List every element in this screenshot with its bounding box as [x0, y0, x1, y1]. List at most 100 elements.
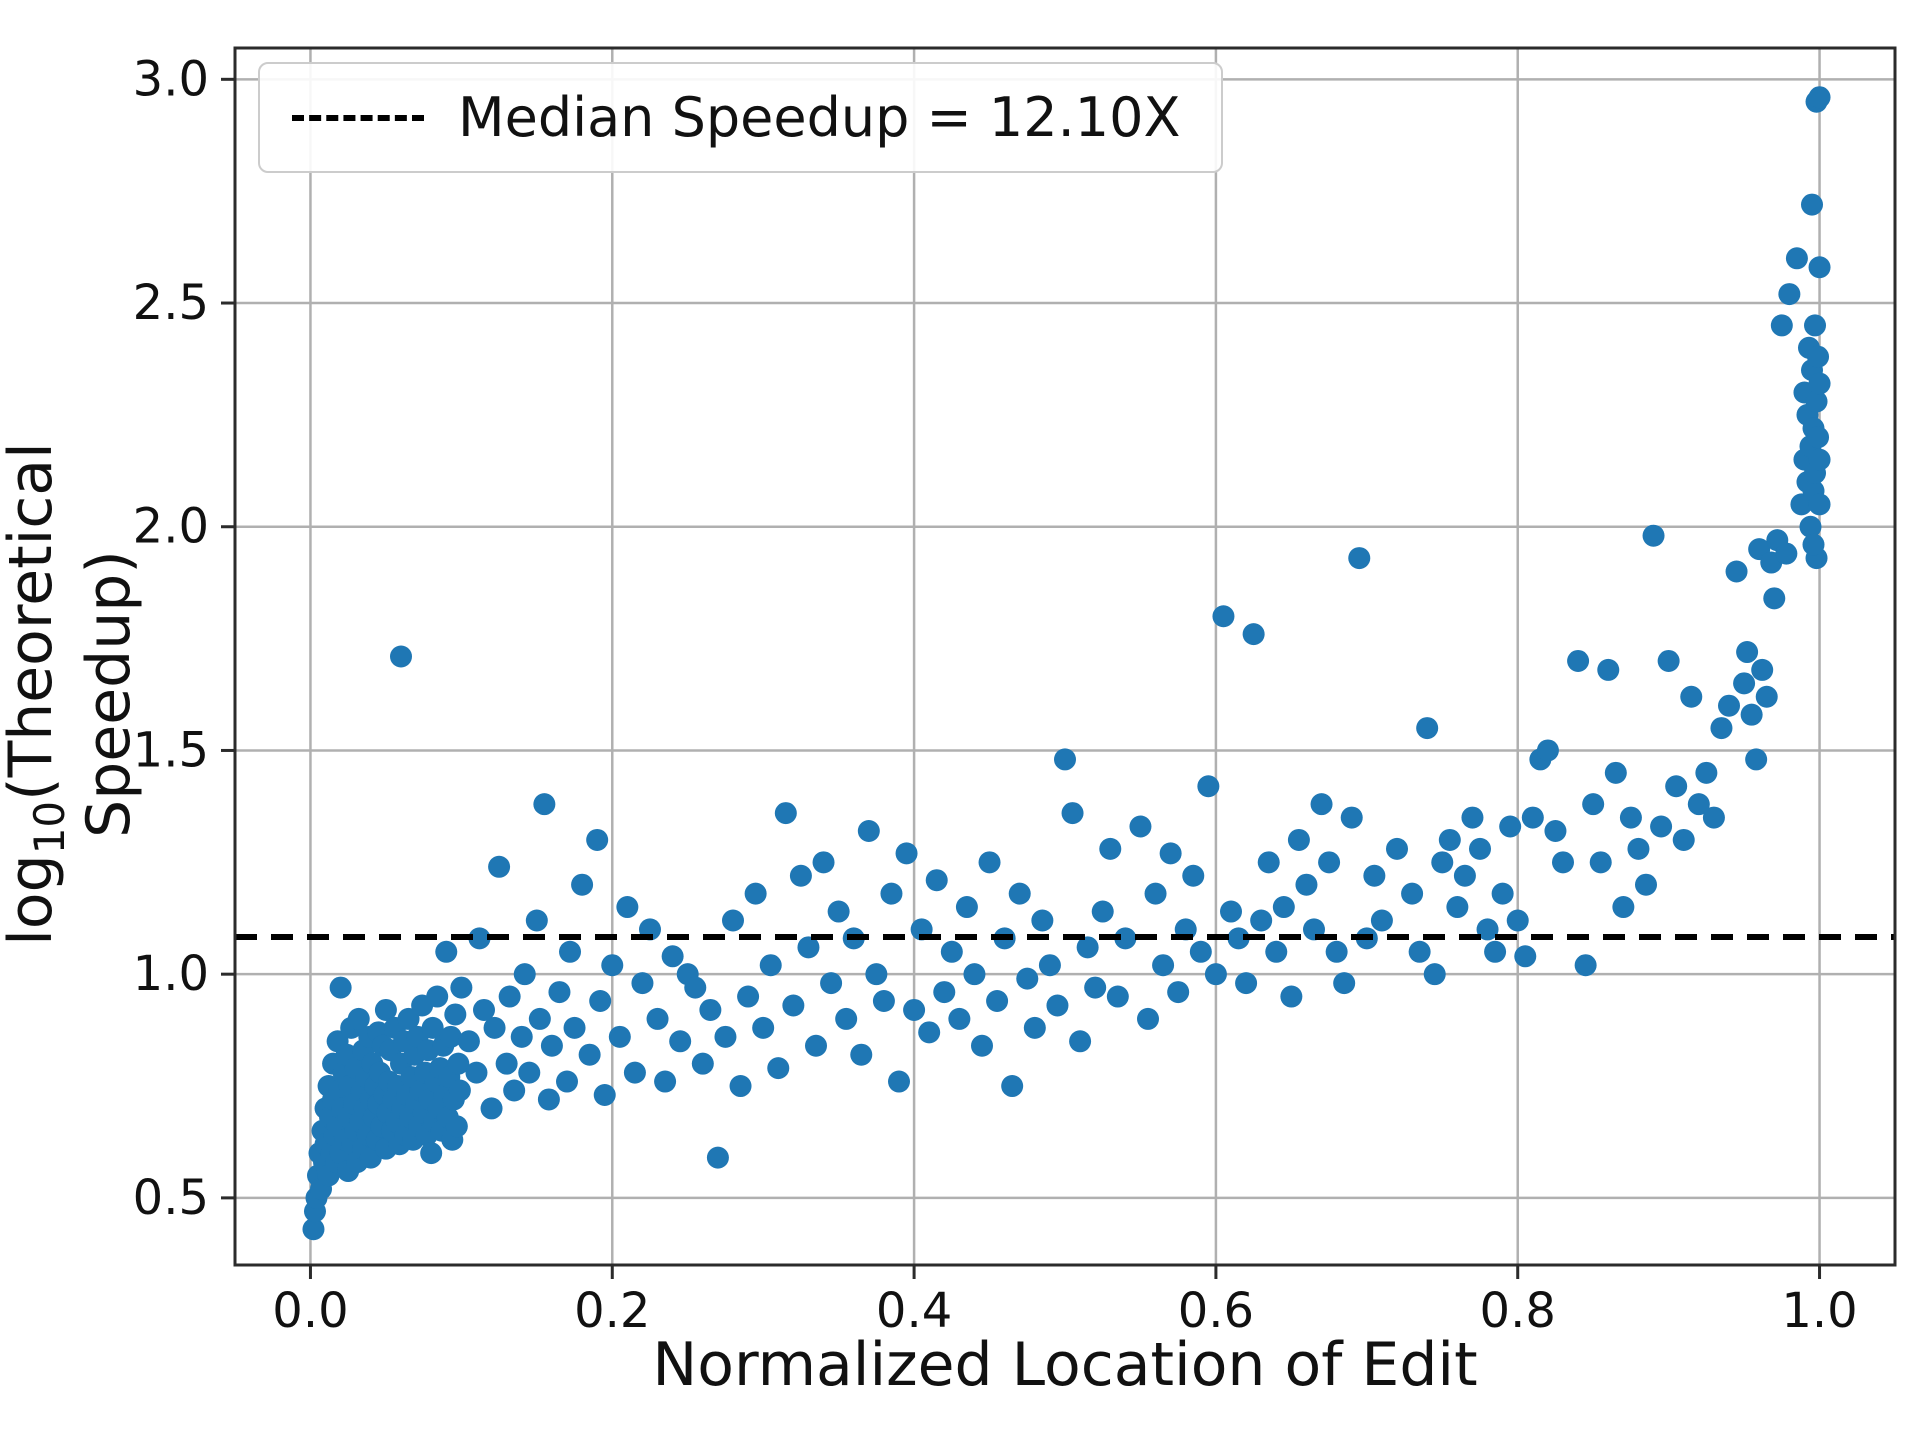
data-point	[1114, 927, 1137, 950]
data-point	[812, 851, 835, 874]
data-point	[759, 954, 782, 977]
data-point	[563, 1016, 586, 1039]
data-point	[1204, 963, 1227, 986]
data-point	[729, 1075, 752, 1098]
data-point	[444, 1003, 467, 1026]
data-point	[1665, 775, 1688, 798]
data-point	[752, 1016, 775, 1039]
data-point	[1499, 815, 1522, 838]
data-point	[722, 909, 744, 932]
data-point	[483, 1016, 506, 1039]
data-point	[1446, 896, 1469, 919]
data-point	[513, 963, 536, 986]
data-point	[699, 998, 722, 1021]
data-point	[1506, 909, 1529, 932]
data-point	[1423, 963, 1446, 986]
legend-box: Median Speedup = 12.10X	[258, 62, 1223, 173]
data-point	[533, 793, 556, 816]
data-point	[684, 976, 707, 999]
data-point	[1469, 837, 1491, 860]
data-point	[835, 1007, 858, 1030]
data-point	[1257, 851, 1280, 874]
data-point	[888, 1070, 910, 1093]
data-point	[1805, 390, 1828, 413]
data-point	[706, 1146, 729, 1169]
data-point	[548, 981, 571, 1004]
data-point	[1702, 806, 1725, 829]
data-point	[1745, 748, 1768, 771]
data-point	[1775, 542, 1798, 565]
data-point	[556, 1070, 578, 1093]
y-tick-label: 0.5	[133, 1170, 209, 1226]
data-point	[1235, 972, 1258, 995]
data-point	[503, 1079, 526, 1102]
data-point	[737, 985, 760, 1008]
data-point	[1069, 1030, 1092, 1053]
data-point	[1808, 372, 1831, 395]
data-point	[1597, 658, 1620, 681]
data-point	[528, 1007, 551, 1030]
data-point	[1137, 1007, 1159, 1030]
data-point	[1802, 533, 1825, 556]
data-point	[1001, 1075, 1024, 1098]
data-point	[347, 1007, 370, 1030]
data-point	[1091, 900, 1114, 923]
data-point	[1733, 672, 1756, 695]
data-point	[1718, 694, 1740, 717]
data-point	[631, 972, 654, 995]
data-point	[329, 976, 352, 999]
data-point	[559, 940, 582, 963]
data-point	[1227, 927, 1250, 950]
data-point	[1808, 493, 1831, 516]
data-point	[1808, 448, 1831, 471]
data-point	[1650, 815, 1673, 838]
data-point	[1657, 649, 1680, 672]
data-point	[1778, 283, 1801, 306]
data-point	[1340, 806, 1363, 829]
data-point	[616, 896, 639, 919]
y-tick-label: 2.5	[133, 275, 209, 331]
data-point	[448, 1079, 471, 1102]
y-axis-label-suffix: (Theoretical Speedup)	[0, 442, 144, 838]
data-point	[646, 1007, 669, 1030]
data-point	[865, 963, 888, 986]
data-point	[1287, 828, 1310, 851]
y-tick-label: 1.0	[133, 946, 209, 1002]
data-point	[537, 1088, 560, 1111]
data-point	[420, 1142, 443, 1165]
data-point	[1740, 703, 1763, 726]
data-point	[933, 981, 956, 1004]
data-point	[1491, 882, 1514, 905]
x-tick-label: 0.0	[272, 1283, 348, 1339]
data-point	[488, 855, 511, 878]
data-point	[1799, 515, 1822, 538]
data-point	[1084, 976, 1107, 999]
data-point	[1348, 547, 1371, 570]
data-point	[797, 936, 820, 959]
data-point	[971, 1034, 993, 1057]
data-point	[963, 963, 986, 986]
data-point	[827, 900, 850, 923]
x-tick-label: 1.0	[1781, 1283, 1857, 1339]
data-point	[1808, 86, 1831, 109]
data-point	[1031, 909, 1054, 932]
data-point	[744, 882, 767, 905]
data-point	[880, 882, 903, 905]
data-point	[1604, 761, 1627, 784]
data-point	[1785, 247, 1808, 270]
data-point	[1310, 793, 1333, 816]
data-point	[450, 976, 473, 999]
data-point	[1736, 641, 1759, 664]
data-point	[445, 1115, 468, 1138]
x-axis-label: Normalized Location of Edit	[652, 1330, 1478, 1400]
data-point	[1807, 345, 1830, 368]
data-point	[1182, 864, 1205, 887]
data-point	[872, 990, 895, 1013]
data-point	[457, 1030, 480, 1053]
data-point	[1152, 954, 1175, 977]
data-point	[774, 802, 797, 825]
data-point	[1197, 775, 1220, 798]
data-point	[820, 972, 843, 995]
data-point	[601, 954, 624, 977]
